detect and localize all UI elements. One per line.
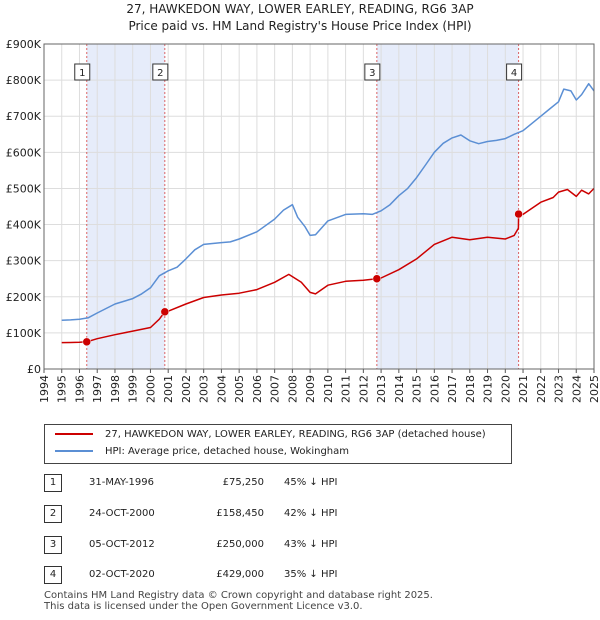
chart-title: 27, HAWKEDON WAY, LOWER EARLEY, READING,… (126, 2, 474, 16)
hpi-line (61, 82, 595, 322)
x-tick-label: 2003 (198, 375, 211, 403)
shaded-period (86, 44, 165, 369)
x-tick-label: 1994 (38, 375, 51, 403)
x-tick-label: 1997 (91, 375, 104, 403)
x-tick-label: 2000 (144, 375, 157, 403)
chart-legend: 27, HAWKEDON WAY, LOWER EARLEY, READING,… (44, 424, 512, 464)
y-tick-label: £100K (6, 327, 42, 340)
transaction-point (82, 337, 92, 347)
x-tick-label: 1999 (127, 375, 140, 403)
transaction-price: £429,000 (216, 569, 264, 580)
legend-label-hpi: HPI: Average price, detached house, Woki… (105, 446, 349, 457)
x-tick-label: 1995 (56, 375, 69, 403)
x-tick-label: 2001 (162, 375, 175, 403)
x-tick-label: 2019 (482, 375, 495, 403)
property-price-line (61, 187, 595, 344)
chart-subtitle: Price paid vs. HM Land Registry's House … (128, 19, 472, 33)
y-tick-label: £200K (6, 291, 42, 304)
x-tick-label: 2015 (411, 375, 424, 403)
legend-line-property (55, 433, 93, 435)
x-tick-label: 2005 (233, 375, 246, 403)
x-tick-label: 2022 (535, 375, 548, 403)
x-tick-label: 2007 (269, 375, 282, 403)
transaction-hpi: 45% ↓ HPI (284, 477, 338, 488)
shaded-period (376, 44, 519, 369)
transaction-price: £158,450 (216, 508, 264, 519)
y-tick-label: £500K (6, 182, 42, 195)
transaction-label-box (364, 63, 381, 81)
x-tick-label: 1996 (73, 375, 86, 403)
transaction-price: £250,000 (216, 539, 264, 550)
x-tick-label: 1998 (109, 375, 122, 403)
y-tick-label: £900K (6, 38, 42, 51)
x-tick-label: 2016 (428, 375, 441, 403)
transaction-number: 3 (44, 536, 62, 554)
transaction-date: 05-OCT-2012 (89, 539, 155, 550)
transaction-point (514, 209, 523, 219)
x-tick-label: 2009 (304, 375, 317, 403)
y-tick-label: £600K (6, 146, 42, 159)
x-tick-label: 2020 (499, 375, 512, 403)
transaction-date: 02-OCT-2020 (89, 569, 155, 580)
y-tick-label: £400K (6, 219, 42, 232)
transaction-label-number: 2 (157, 68, 163, 79)
x-tick-label: 2018 (464, 375, 477, 403)
x-tick-label: 2011 (340, 375, 353, 403)
x-tick-label: 2006 (251, 375, 264, 403)
transaction-date: 31-MAY-1996 (89, 477, 155, 488)
legend-item-hpi: HPI: Average price, detached house, Woki… (55, 444, 349, 460)
x-tick-label: 2017 (446, 375, 459, 403)
x-tick-label: 2002 (180, 375, 193, 403)
x-tick-label: 2012 (357, 375, 370, 403)
x-tick-label: 2023 (553, 375, 566, 403)
legend-label-property: 27, HAWKEDON WAY, LOWER EARLEY, READING,… (105, 429, 486, 440)
x-tick-label: 2021 (517, 375, 530, 403)
legend-item-property: 27, HAWKEDON WAY, LOWER EARLEY, READING,… (55, 427, 486, 443)
x-tick-label: 2004 (215, 375, 228, 403)
transaction-hpi: 35% ↓ HPI (284, 569, 338, 580)
x-tick-label: 2010 (322, 375, 335, 403)
y-tick-label: £300K (6, 255, 42, 268)
transaction-label-box (74, 63, 91, 81)
footer-copyright: Contains HM Land Registry data © Crown c… (44, 590, 433, 601)
y-tick-label: £800K (6, 74, 42, 87)
transaction-number: 4 (44, 566, 62, 584)
x-tick-label: 2014 (393, 375, 406, 403)
transaction-hpi: 42% ↓ HPI (284, 508, 338, 519)
y-tick-label: £0 (27, 363, 41, 376)
x-tick-label: 2024 (570, 375, 583, 403)
x-tick-label: 2013 (375, 375, 388, 403)
transaction-number: 2 (44, 505, 62, 523)
transaction-date: 24-OCT-2000 (89, 508, 155, 519)
transaction-point (372, 274, 382, 283)
y-tick-label: £700K (6, 110, 42, 123)
transaction-price: £75,250 (222, 477, 264, 488)
transaction-hpi: 43% ↓ HPI (284, 539, 338, 550)
price-chart: £0 £100K £200K £300K £400K £500K £600K £700K £80… (6, 38, 600, 403)
transaction-point (160, 307, 170, 317)
x-tick-label: 2025 (588, 375, 600, 403)
transaction-label-box (506, 63, 523, 81)
transaction-label-number: 3 (369, 68, 375, 79)
plot-border (43, 43, 595, 370)
transaction-label-number: 4 (511, 68, 517, 79)
footer-license: This data is licensed under the Open Gov… (44, 601, 363, 612)
legend-line-hpi (55, 450, 93, 452)
x-tick-label: 2008 (286, 375, 299, 403)
transaction-number: 1 (44, 474, 62, 492)
transaction-label-box (152, 63, 169, 81)
transaction-label-number: 1 (79, 68, 85, 79)
